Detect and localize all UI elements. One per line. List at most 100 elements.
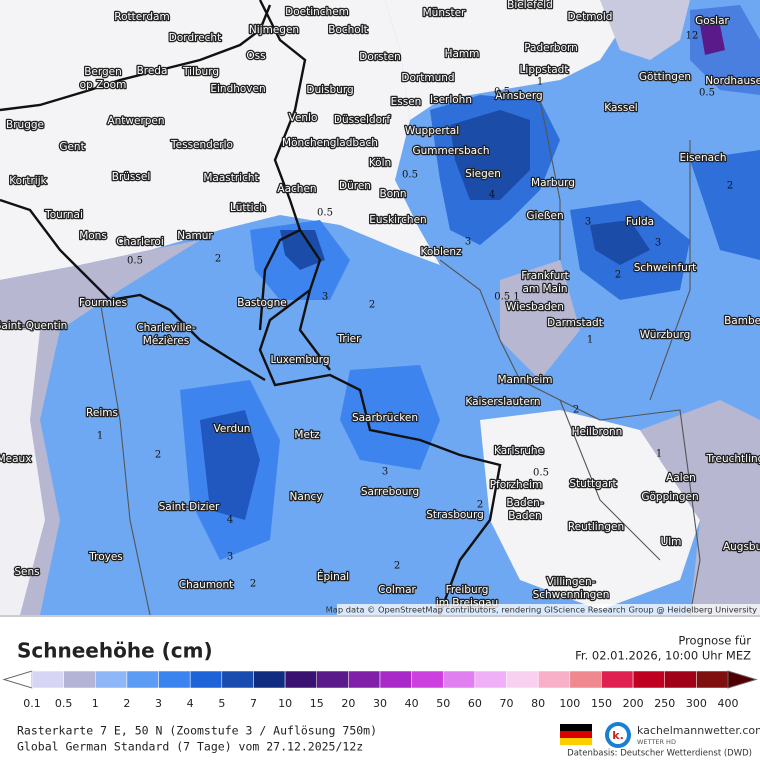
contour-label: 0.5 [533, 468, 549, 479]
legend-swatch [221, 670, 254, 689]
city-label: Schweinfurt [634, 262, 697, 274]
city-label: Düren [339, 180, 371, 192]
city-label: Gent [59, 141, 84, 153]
contour-label: 2 [477, 500, 483, 511]
contour-label: 12 [686, 31, 699, 42]
city-label: op Zoom [80, 79, 127, 91]
city-label: Maastricht [203, 172, 258, 184]
city-label: Bocholt [328, 24, 368, 36]
logo [609, 726, 627, 744]
city-label: Lippstadt [520, 64, 569, 76]
brand: kachelmannwetter.com [637, 724, 760, 737]
city-label: Duisburg [306, 84, 353, 96]
legend-swatch [63, 670, 96, 689]
city-label: Namur [177, 230, 213, 242]
city-label: Köln [369, 157, 391, 169]
city-label: Iserlohn [430, 94, 472, 106]
city-label: Darmstadt [547, 317, 603, 329]
city-label: Heilbronn [572, 426, 623, 438]
city-label: Brugge [6, 119, 44, 131]
legend-label: 400 [718, 697, 739, 710]
city-label: Luxemburg [270, 354, 329, 366]
city-label: Kortrijk [9, 175, 47, 187]
city-label: Nancy [290, 491, 323, 503]
city-label: Treuchtlingen [706, 453, 760, 465]
city-label: Aalen [666, 472, 696, 484]
region-borders [99, 99, 701, 615]
flag [560, 724, 592, 745]
snow-area-3 [690, 150, 760, 260]
legend-label: 150 [591, 697, 612, 710]
city-label: Dortmund [401, 72, 454, 84]
snow-area-3 [340, 365, 440, 470]
city-label: Goslar [695, 15, 729, 27]
light-snow-area [500, 260, 580, 380]
legend-label: 200 [623, 697, 644, 710]
legend-swatch [189, 670, 223, 689]
city-label: Koblenz [421, 246, 462, 258]
legend-swatch [411, 670, 444, 689]
city-label: Oss [246, 50, 265, 62]
brand-sub: WETTER HD [637, 738, 676, 746]
legend-swatch [95, 670, 128, 689]
no-snow-area [480, 410, 700, 610]
city-label: Tilburg [182, 66, 219, 78]
city-label: Chaumont [179, 579, 234, 591]
contour-label: 1 [537, 77, 543, 88]
legend-swatch [569, 670, 602, 689]
city-label: Kaiserslautern [465, 396, 540, 408]
city-label: Aachen [277, 183, 316, 195]
contour-label: 3 [585, 217, 591, 228]
legend-label: 20 [341, 697, 355, 710]
legend-swatch [253, 670, 286, 689]
no-snow-area [385, 0, 620, 120]
city-label: Colmar [378, 584, 416, 596]
legend-label: 7 [250, 697, 257, 710]
data-source: Datenbasis: Deutscher Wetterdienst (DWD) [567, 749, 752, 759]
city-label: Wiesbaden [506, 301, 564, 313]
legend-label: 2 [123, 697, 130, 710]
snow-area-15 [700, 25, 725, 55]
city-label: Eisenach [680, 152, 727, 164]
city-label: Breda [137, 65, 168, 77]
attribution: Map data © OpenStreetMap contributors, r… [326, 605, 758, 615]
city-label: Freiburg [446, 584, 489, 596]
contour-label: 0.5 [317, 208, 333, 219]
forecast-time: Fr. 02.01.2026, 10:00 Uhr MEZ [575, 649, 751, 663]
contour-label: 2 [727, 181, 733, 192]
legend-swatch [379, 670, 412, 689]
legend-label: 10 [278, 697, 292, 710]
contour-label: 2 [573, 405, 579, 416]
legend-label: 0.1 [23, 697, 41, 710]
city-label: Tessenderlo [170, 139, 233, 151]
city-label: Rotterdam [114, 11, 169, 23]
city-label: Saint-Dizier [159, 501, 220, 513]
contour-label: 4 [227, 515, 233, 526]
city-label: Nijmegen [249, 24, 299, 36]
contour-label: 3 [382, 467, 388, 478]
city-label: Augsburg [723, 541, 760, 553]
legend-swatch [158, 670, 191, 689]
city-label: Kassel [604, 102, 637, 114]
legend-swatch [31, 670, 64, 689]
city-label: Pforzheim [490, 479, 543, 491]
legend-swatch [696, 670, 729, 689]
legend-label: 0.5 [55, 697, 73, 710]
legend-swatch [348, 670, 381, 689]
city-label: Stuttgart [569, 478, 616, 490]
legend-swatch [664, 670, 697, 689]
contour-label: 2 [250, 579, 256, 590]
snow-area-5 [450, 110, 530, 200]
legend-swatch [632, 670, 665, 689]
logo-letter: k. [612, 729, 624, 742]
legend-swatch [506, 670, 539, 689]
city-label: Ulm [661, 536, 682, 548]
city-label: Gummersbach [412, 145, 489, 157]
city-label: Trier [337, 333, 362, 345]
city-label: Bonn [380, 188, 407, 200]
contour-label: 2 [215, 254, 221, 265]
contour-label: 2 [155, 450, 161, 461]
legend-label: 300 [686, 697, 707, 710]
legend-arrow-left [2, 670, 33, 689]
